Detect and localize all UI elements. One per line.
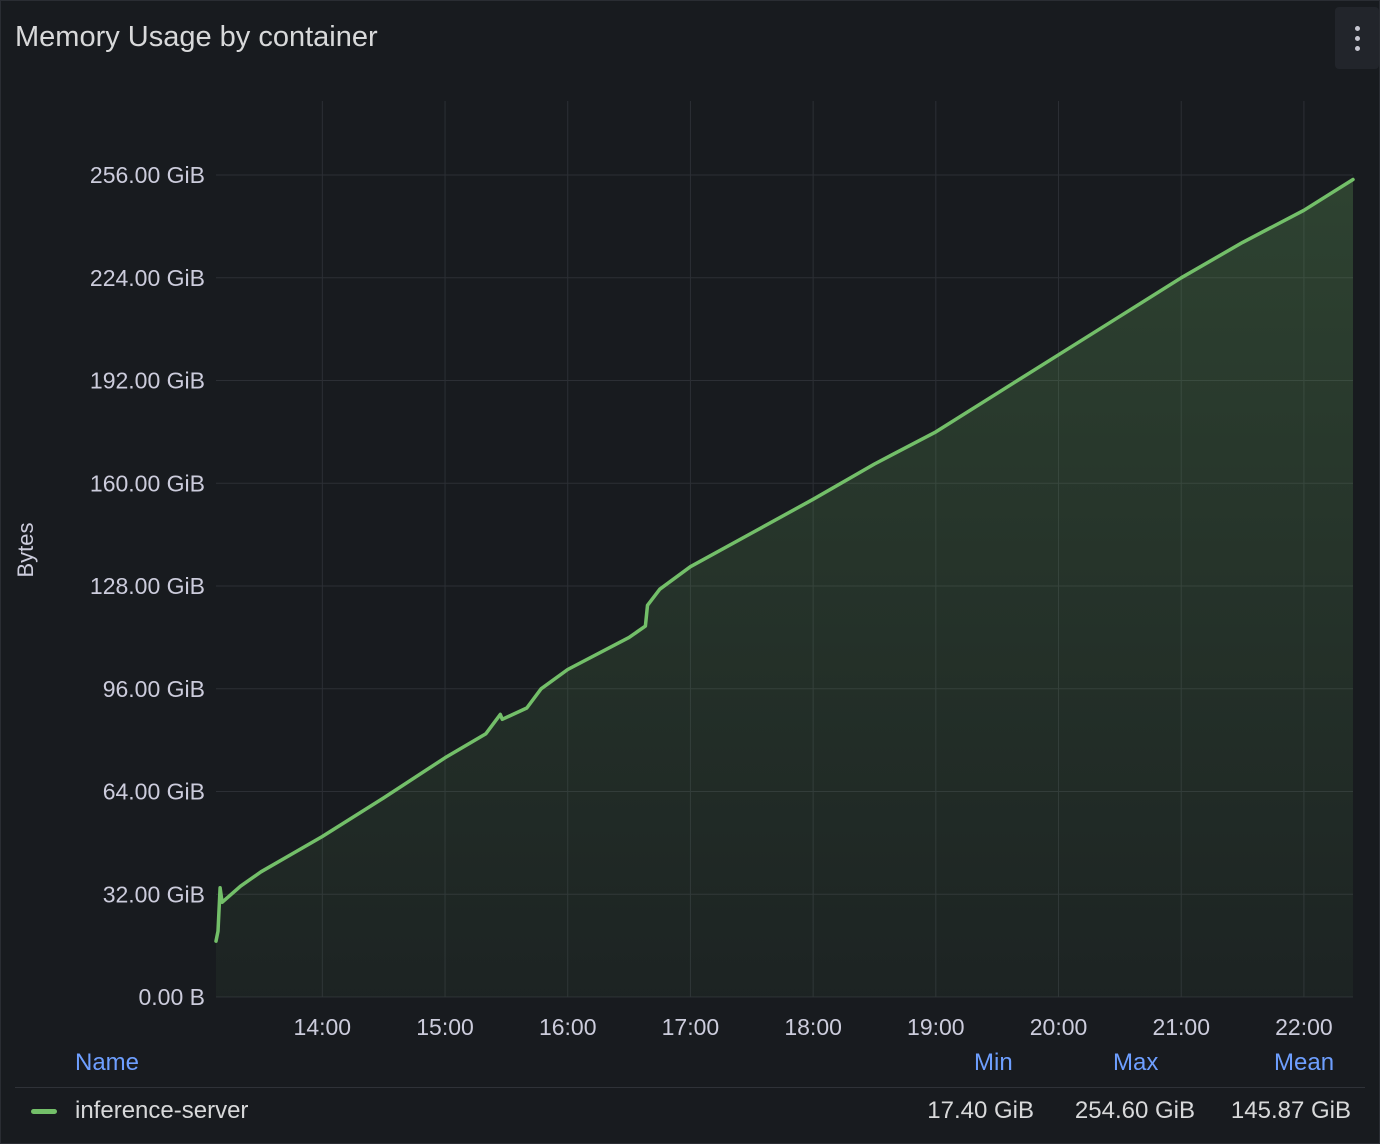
x-tick-label: 21:00	[1152, 1014, 1210, 1040]
legend-value-max: 254.60 GiB	[1074, 1097, 1195, 1124]
x-tick-label: 15:00	[416, 1014, 474, 1040]
y-axis-title: Bytes	[13, 522, 38, 577]
legend-series-name[interactable]: inference-server	[75, 1097, 249, 1124]
legend-color-swatch[interactable]	[31, 1109, 57, 1114]
x-tick-label: 17:00	[662, 1014, 720, 1040]
series-line-inference-server[interactable]	[214, 177, 1355, 943]
legend-value-mean: 145.87 GiB	[1230, 1097, 1351, 1124]
legend-divider	[15, 1087, 1365, 1088]
vertical-dots-icon	[1354, 25, 1360, 51]
y-axis: 0.00 B 32.00 GiB 64.00 GiB 96.00 GiB 128.00 …	[90, 162, 205, 1010]
legend-header-name[interactable]: Name	[75, 1049, 140, 1076]
legend-header-max[interactable]: Max	[1113, 1049, 1159, 1076]
memory-usage-chart[interactable]: 0.00 B 32.00 GiB 64.00 GiB 96.00 GiB 128.00 …	[1, 1, 1380, 1051]
y-tick-label: 64.00 GiB	[103, 779, 205, 805]
panel-menu-button[interactable]	[1335, 7, 1379, 69]
y-tick-label: 128.00 GiB	[90, 573, 205, 599]
y-tick-label: 160.00 GiB	[90, 470, 205, 496]
legend-value-min: 17.40 GiB	[927, 1097, 1034, 1124]
x-axis: 14:00 15:00 16:00 17:00 18:00 19:00 20:00 21:00…	[294, 1014, 1333, 1040]
series-area-inference-server	[216, 179, 1353, 997]
legend-header-mean[interactable]: Mean	[1274, 1049, 1335, 1076]
x-tick-label: 16:00	[539, 1014, 597, 1040]
y-tick-label: 32.00 GiB	[103, 881, 205, 907]
x-tick-label: 20:00	[1030, 1014, 1088, 1040]
y-tick-label: 256.00 GiB	[90, 162, 205, 188]
x-tick-label: 22:00	[1275, 1014, 1333, 1040]
y-tick-label: 192.00 GiB	[90, 368, 205, 394]
x-tick-label: 19:00	[907, 1014, 965, 1040]
legend-header-min[interactable]: Min	[974, 1049, 1013, 1076]
x-tick-label: 14:00	[294, 1014, 352, 1040]
y-tick-label: 224.00 GiB	[90, 265, 205, 291]
y-tick-label: 96.00 GiB	[103, 676, 205, 702]
y-tick-label: 0.00 B	[139, 984, 206, 1010]
x-tick-label: 18:00	[784, 1014, 842, 1040]
panel-title: Memory Usage by container	[15, 21, 378, 53]
